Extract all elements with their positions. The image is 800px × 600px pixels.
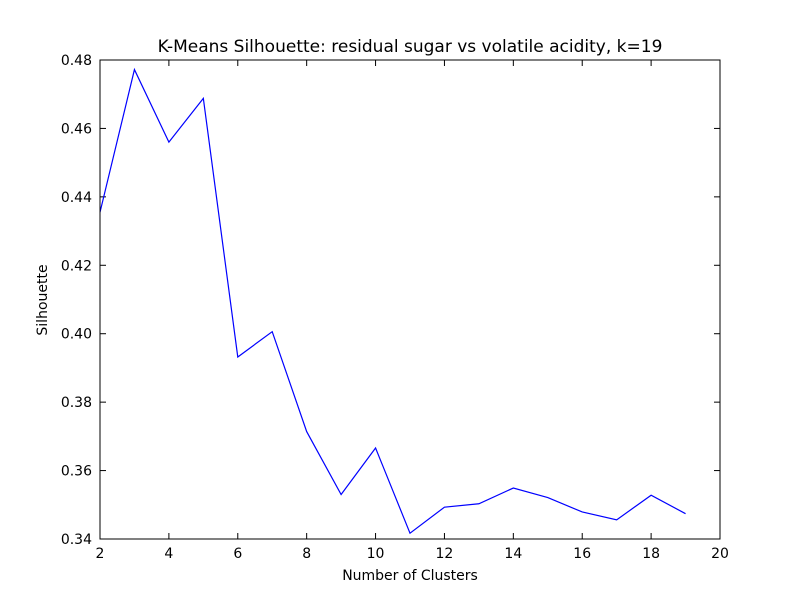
x-tick-label: 8: [302, 546, 311, 562]
chart-title: K-Means Silhouette: residual sugar vs vo…: [158, 37, 663, 57]
plot-frame: [99, 59, 721, 540]
y-tick-label: 0.34: [61, 532, 92, 548]
series-line: [99, 67, 686, 535]
y-tick-label: 0.46: [61, 121, 92, 137]
series-layer: [99, 67, 686, 535]
x-tick-label: 4: [164, 546, 173, 562]
y-tick-label: 0.44: [61, 190, 92, 206]
y-axis-label: Silhouette: [35, 264, 51, 335]
y-tick-label: 0.40: [61, 327, 92, 343]
y-tick-label: 0.42: [61, 258, 92, 274]
x-axis-label: Number of Clusters: [342, 568, 478, 584]
y-tick-label: 0.36: [61, 464, 92, 480]
x-tick-label: 18: [642, 546, 660, 562]
x-tick-label: 2: [96, 546, 105, 562]
x-tick-label: 14: [504, 546, 522, 562]
ticks-layer: 2 4 6 8 10 12 14 16 18 20 0.34 0.36 0.38 0.40 0.42 0.44…: [61, 53, 729, 562]
x-tick-label: 20: [711, 546, 729, 562]
x-tick-label: 12: [436, 546, 454, 562]
x-tick-label: 6: [233, 546, 242, 562]
x-tick-label: 10: [367, 546, 385, 562]
y-tick-label: 0.38: [61, 395, 92, 411]
y-tick-label: 0.48: [61, 53, 92, 69]
x-tick-label: 16: [573, 546, 591, 562]
